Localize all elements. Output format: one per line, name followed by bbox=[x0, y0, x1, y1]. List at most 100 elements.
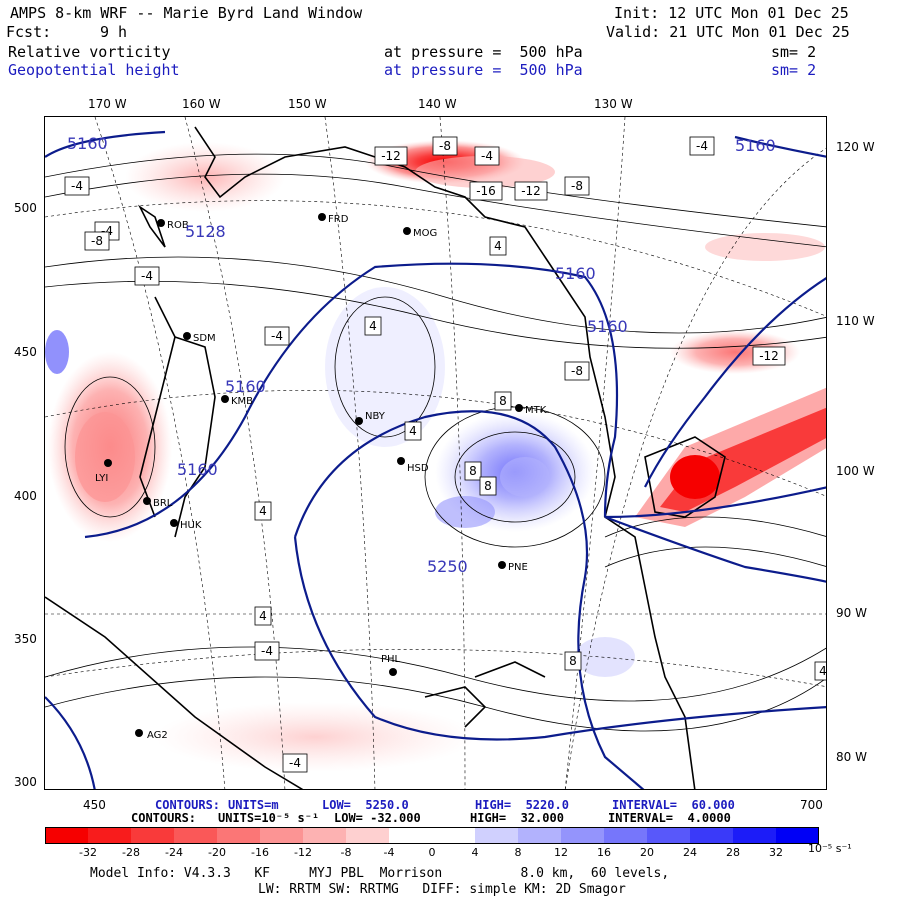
svg-text:BRL: BRL bbox=[153, 498, 173, 509]
svg-text:8: 8 bbox=[569, 654, 577, 668]
height-label: 5128 bbox=[185, 222, 226, 241]
left-grid-label: 400 bbox=[14, 489, 37, 503]
right-lon-label: 110 W bbox=[836, 314, 875, 328]
right-lon-label: 80 W bbox=[836, 750, 867, 764]
svg-text:-4: -4 bbox=[696, 139, 708, 153]
colorbar-swatch bbox=[475, 827, 518, 844]
vorticity-label: 4 bbox=[489, 236, 507, 256]
colorbar-swatch bbox=[45, 827, 88, 844]
vorticity-label: -4 bbox=[64, 176, 90, 196]
svg-text:-4: -4 bbox=[289, 756, 301, 770]
colorbar-swatch bbox=[88, 827, 131, 844]
svg-text:4: 4 bbox=[494, 239, 502, 253]
vorticity-label: -4 bbox=[264, 326, 290, 346]
svg-text:KMB: KMB bbox=[231, 396, 253, 407]
station-lyi: LYI bbox=[95, 459, 112, 484]
colorbar-swatch bbox=[561, 827, 604, 844]
svg-text:-4: -4 bbox=[141, 269, 153, 283]
svg-text:-8: -8 bbox=[571, 364, 583, 378]
height-label: 5160 bbox=[177, 460, 218, 479]
svg-text:-8: -8 bbox=[439, 139, 451, 153]
colorbar-label: -16 bbox=[251, 846, 269, 859]
svg-text:4: 4 bbox=[259, 609, 267, 623]
forecast-label: Fcst: bbox=[6, 23, 52, 41]
vorticity-label: 4 bbox=[254, 501, 272, 521]
vorticity-label: -16 bbox=[469, 181, 503, 201]
colorbar-swatch bbox=[303, 827, 346, 844]
vorticity-label: -8 bbox=[564, 176, 590, 196]
svg-text:-12: -12 bbox=[759, 349, 779, 363]
svg-text:-12: -12 bbox=[381, 149, 401, 163]
colorbar-label: 24 bbox=[683, 846, 697, 859]
left-grid-label: 350 bbox=[14, 632, 37, 646]
vorticity-label: -4 bbox=[474, 146, 500, 166]
vorticity-label: 8 bbox=[479, 476, 497, 496]
colorbar-label: -4 bbox=[383, 846, 395, 859]
colorbar-swatch bbox=[260, 827, 303, 844]
svg-text:PNE: PNE bbox=[508, 562, 528, 573]
svg-text:HSD: HSD bbox=[407, 463, 429, 474]
physics-info: LW: RRTM SW: RRTMG DIFF: simple KM: 2D S… bbox=[258, 882, 626, 897]
svg-text:AG2: AG2 bbox=[147, 730, 168, 741]
left-grid-label: 500 bbox=[14, 201, 37, 215]
forecast-hour: 9 h bbox=[100, 23, 128, 41]
map-panel: ROB FRD MOG SDM KMB NBY MTK HSD LYI BRL … bbox=[44, 116, 827, 790]
field2-name: Geopotential height bbox=[8, 61, 180, 79]
height-label: 5160 bbox=[555, 264, 596, 283]
colorbar-label: -8 bbox=[340, 846, 352, 859]
svg-text:ROB: ROB bbox=[167, 220, 189, 231]
height-contours-interval: INTERVAL= 60.000 bbox=[612, 798, 735, 812]
vorticity-label: 4 bbox=[254, 606, 272, 626]
vorticity-label: -12 bbox=[752, 346, 786, 366]
svg-text:LYI: LYI bbox=[95, 473, 108, 484]
top-lon-label: 150 W bbox=[288, 97, 327, 111]
station-huk: HUK bbox=[170, 519, 202, 531]
field2-smoothing: sm= 2 bbox=[771, 61, 817, 79]
colorbar-label: 0 bbox=[428, 846, 436, 859]
colorbar-label: 20 bbox=[640, 846, 654, 859]
vort-contours-interval: INTERVAL= 4.0000 bbox=[608, 811, 731, 825]
valid-time: Valid: 21 UTC Mon 01 Dec 25 bbox=[606, 23, 850, 41]
vorticity-label: -4 bbox=[134, 266, 160, 286]
left-grid-label: 300 bbox=[14, 775, 37, 789]
colorbar-swatch bbox=[776, 827, 819, 844]
vorticity-label: -12 bbox=[514, 181, 548, 201]
vorticity-label: 4 bbox=[404, 421, 422, 441]
colorbar-label: 32 bbox=[769, 846, 783, 859]
top-lon-label: 140 W bbox=[418, 97, 457, 111]
colorbar-label: 8 bbox=[514, 846, 522, 859]
colorbar-swatch bbox=[346, 827, 389, 844]
height-label: 5160 bbox=[587, 317, 628, 336]
svg-text:-16: -16 bbox=[476, 184, 496, 198]
height-label: 5160 bbox=[735, 136, 776, 155]
station-kmb: KMB bbox=[221, 395, 253, 407]
svg-text:8: 8 bbox=[484, 479, 492, 493]
station-pne: PNE bbox=[498, 561, 528, 573]
field1-level: at pressure = 500 hPa bbox=[384, 43, 583, 61]
station-phl: PHL bbox=[381, 654, 401, 676]
svg-text:NBY: NBY bbox=[365, 411, 386, 422]
vorticity-labels: -4-4-4-8-12-8-4-16 -12 -8444888-4-8-4-1244… bbox=[64, 136, 827, 773]
vorticity-label: 8 bbox=[464, 461, 482, 481]
svg-text:8: 8 bbox=[499, 394, 507, 408]
colorbar-swatch bbox=[604, 827, 647, 844]
svg-text:4: 4 bbox=[819, 664, 827, 678]
colorbar-label: -24 bbox=[165, 846, 183, 859]
svg-text:-8: -8 bbox=[571, 179, 583, 193]
colorbar-swatch bbox=[217, 827, 260, 844]
svg-text:4: 4 bbox=[409, 424, 417, 438]
vorticity-label: 4 bbox=[364, 316, 382, 336]
right-lon-label: 120 W bbox=[836, 140, 875, 154]
vorticity-label: -12 bbox=[374, 146, 408, 166]
svg-text:-4: -4 bbox=[481, 149, 493, 163]
top-lon-label: 130 W bbox=[594, 97, 633, 111]
station-sdm: SDM bbox=[183, 332, 216, 344]
coastline bbox=[45, 126, 726, 789]
svg-text:8: 8 bbox=[469, 464, 477, 478]
vorticity-label: -4 bbox=[689, 136, 715, 156]
bottom-grid-label: 450 bbox=[83, 798, 106, 812]
height-contours-label: CONTOURS: bbox=[155, 798, 221, 812]
height-contours-low: LOW= 5250.0 bbox=[322, 798, 409, 812]
colorbar-swatch bbox=[131, 827, 174, 844]
svg-text:SDM: SDM bbox=[193, 333, 216, 344]
